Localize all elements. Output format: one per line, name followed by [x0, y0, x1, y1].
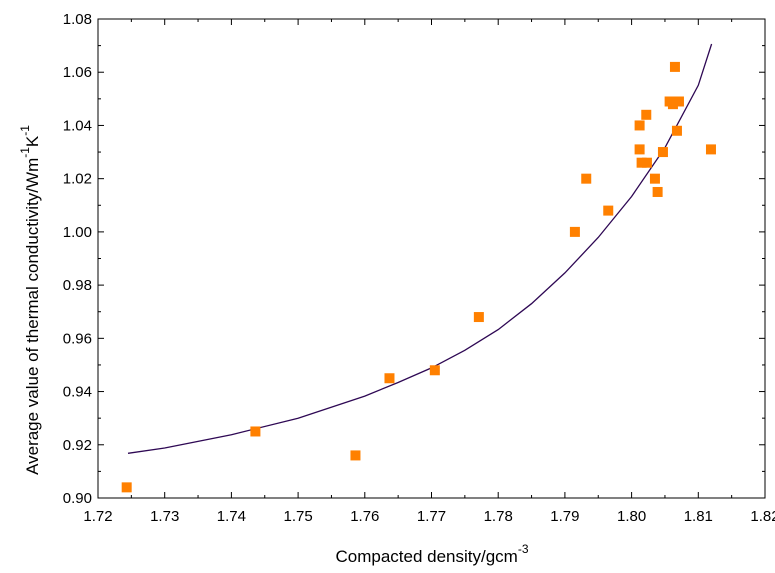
data-point: [473, 312, 484, 323]
fit-curve: [127, 43, 713, 454]
x-axis-label-text: Compacted density/gcm: [335, 547, 517, 566]
x-tick-label: 1.77: [417, 508, 446, 525]
data-point: [581, 173, 592, 184]
data-point: [657, 147, 668, 158]
data-point: [634, 120, 645, 131]
data-point: [641, 109, 652, 120]
y-axis-label-text: Average value of thermal conductivity/Wm: [23, 158, 42, 475]
data-point: [350, 450, 361, 461]
y-axis-label-superscript-1: -1: [18, 147, 32, 158]
data-point: [121, 482, 132, 493]
data-point: [429, 365, 440, 376]
plot-frame: [97, 18, 766, 499]
data-point: [634, 144, 645, 155]
data-point: [671, 125, 682, 136]
y-axis-label: Average value of thermal conductivity/Wm…: [18, 125, 42, 475]
data-point: [673, 96, 684, 107]
x-axis-label: Compacted density/gcm-3: [335, 542, 528, 566]
x-tick-label: 1.72: [83, 508, 112, 525]
y-tick-label: 0.96: [63, 330, 92, 347]
x-tick-label: 1.75: [283, 508, 312, 525]
fit-curve-layer: [127, 43, 713, 454]
x-tick-label: 1.73: [150, 508, 179, 525]
y-tick-label: 0.98: [63, 277, 92, 294]
x-tick-label: 1.82: [750, 508, 775, 525]
y-tick-label: 0.90: [63, 490, 92, 507]
x-tick-label: 1.79: [550, 508, 579, 525]
data-point: [641, 157, 652, 168]
y-tick-label: 1.08: [63, 11, 92, 28]
data-point: [636, 157, 647, 168]
data-point: [250, 426, 261, 437]
data-point: [649, 173, 660, 184]
x-axis-ticks: 1.72 1.73 1.74 1.75 1.76 1.77 1.78 1.79 1.80 1.81…: [83, 19, 775, 525]
data-point: [384, 373, 395, 384]
data-points-layer: [121, 61, 716, 493]
y-axis-label-unit-k: K: [23, 135, 42, 147]
y-axis-label-superscript-2: -1: [18, 125, 32, 136]
x-tick-label: 1.74: [217, 508, 246, 525]
y-tick-label: 1.06: [63, 64, 92, 81]
data-point: [652, 186, 663, 197]
data-point: [603, 205, 614, 216]
y-tick-label: 1.00: [63, 224, 92, 241]
x-tick-label: 1.80: [617, 508, 646, 525]
y-axis-ticks: 0.90 0.92 0.94 0.96 0.98 1.00 1.02 1.04 1.06 1.08: [63, 11, 765, 507]
data-point: [669, 61, 680, 72]
x-tick-label: 1.78: [484, 508, 513, 525]
data-point: [705, 144, 716, 155]
x-tick-label: 1.76: [350, 508, 379, 525]
x-tick-label: 1.81: [684, 508, 713, 525]
data-point: [569, 226, 580, 237]
data-point: [667, 99, 678, 110]
x-axis-label-superscript: -3: [518, 542, 529, 556]
y-tick-label: 1.04: [63, 117, 92, 134]
y-tick-label: 1.02: [63, 171, 92, 188]
y-tick-label: 0.92: [63, 437, 92, 454]
y-tick-label: 0.94: [63, 384, 92, 401]
